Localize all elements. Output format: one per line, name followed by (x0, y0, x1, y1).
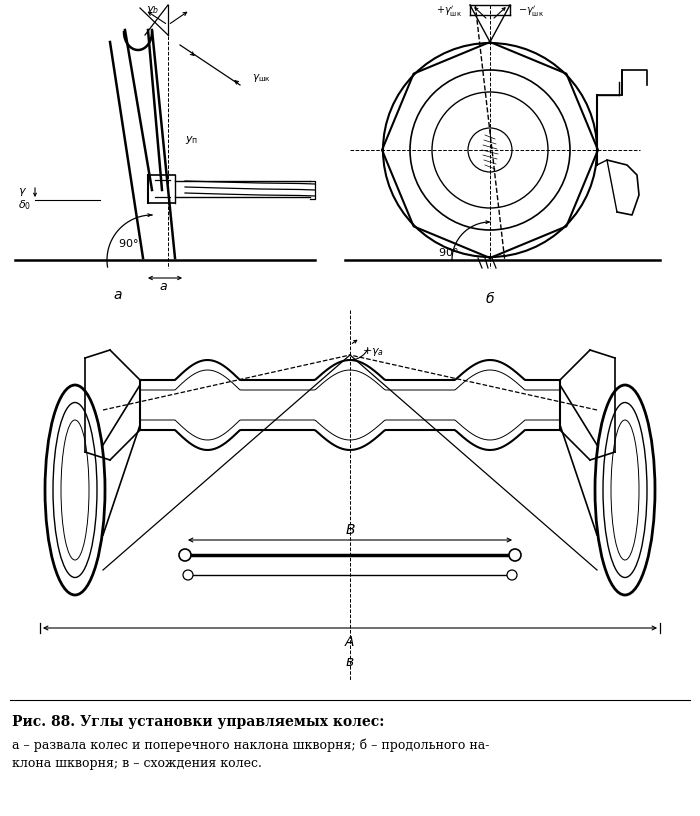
Text: $-\gamma_{\rm шк}^{\prime}$: $-\gamma_{\rm шк}^{\prime}$ (518, 5, 544, 20)
Text: $y_{\rm п}$: $y_{\rm п}$ (185, 134, 198, 146)
Circle shape (507, 570, 517, 580)
Text: $+\gamma_{\rm шк}^{\prime}$: $+\gamma_{\rm шк}^{\prime}$ (436, 5, 462, 20)
Text: а – развала колес и поперечного наклона шкворня; б – продольного на-: а – развала колес и поперечного наклона … (12, 738, 489, 752)
Text: $\delta_0$: $\delta_0$ (18, 198, 32, 212)
Text: $90°$: $90°$ (118, 237, 139, 249)
Text: Рис. 88. Углы установки управляемых колес:: Рис. 88. Углы установки управляемых коле… (12, 715, 384, 729)
Text: $а$: $а$ (113, 288, 122, 302)
Text: $+\gamma_a$: $+\gamma_a$ (362, 345, 384, 358)
Text: $\gamma_{\rm шк}$: $\gamma_{\rm шк}$ (252, 72, 271, 84)
Text: $90°$: $90°$ (438, 246, 458, 258)
Text: $a$: $a$ (159, 281, 167, 294)
Circle shape (179, 549, 191, 561)
Circle shape (183, 570, 193, 580)
Text: $B$: $B$ (344, 523, 356, 537)
Circle shape (509, 549, 521, 561)
Text: $A$: $A$ (344, 635, 356, 649)
Text: $б$: $б$ (485, 290, 495, 306)
Text: клона шкворня; в – схождения колес.: клона шкворня; в – схождения колес. (12, 756, 262, 769)
Text: $\gamma$: $\gamma$ (18, 186, 27, 198)
Text: $в$: $в$ (345, 655, 355, 669)
Text: $\gamma_b$: $\gamma_b$ (146, 4, 160, 16)
